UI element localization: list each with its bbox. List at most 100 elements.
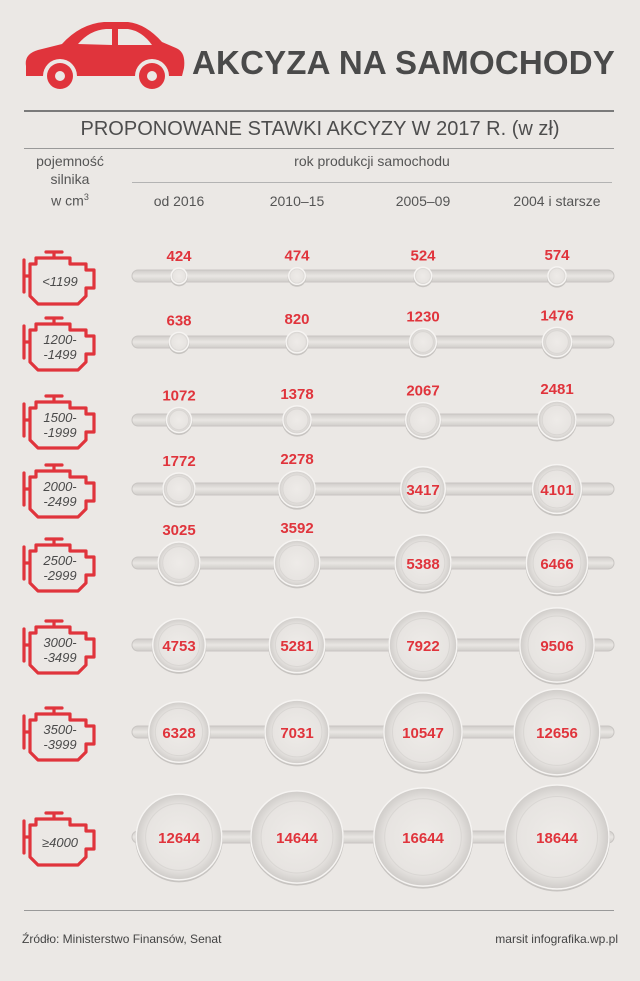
row-track: [131, 482, 615, 496]
bubble-inner-ring: [165, 475, 193, 503]
value-bubble: [287, 266, 307, 286]
bubble-inner-ring: [384, 798, 462, 876]
value-bubble: [513, 688, 601, 776]
value-bubble: [282, 405, 312, 435]
engine-range-label: <1199: [42, 274, 78, 289]
engine-range-label: 2500-: [42, 553, 77, 568]
value-bubble: [504, 784, 610, 890]
engine-outline: [22, 619, 96, 675]
engine-icon: 1200--1499: [22, 316, 96, 372]
value-label: 474: [284, 248, 310, 265]
value-label: 2481: [540, 381, 573, 398]
engine-range-label: -2999: [43, 568, 76, 583]
value-bubble: [165, 406, 193, 434]
engine-icon: ≥4000: [22, 811, 96, 867]
value-bubble: [170, 267, 188, 285]
engine-outline: [22, 706, 96, 762]
bubble-inner-ring: [405, 471, 441, 507]
bubble-inner-ring: [515, 795, 599, 879]
row-track: [131, 269, 615, 283]
engine-icon: 2500--2999: [22, 537, 96, 593]
engine-range-label: 3000-: [43, 635, 77, 650]
engine-outline: [22, 316, 96, 372]
engine-range-label: 2000-: [42, 479, 77, 494]
bubble-inner-ring: [168, 409, 190, 431]
main-title: AKCYZA NA SAMOCHODY: [192, 44, 616, 81]
column-label-0: od 2016: [153, 193, 205, 209]
bubble-inner-ring: [412, 331, 434, 353]
value-bubble: [537, 400, 577, 440]
row-track: [131, 413, 615, 427]
value-bubble: [250, 790, 344, 884]
row-track: [131, 335, 615, 349]
value-label: 12644: [158, 830, 200, 847]
engine-range-label: 1200-: [43, 332, 77, 347]
chart-subtitle: PROPONOWANE STAWKI AKCYZY W 2017 R. (w z…: [80, 118, 560, 140]
value-bubble: [168, 331, 190, 353]
value-label: 1072: [162, 388, 195, 405]
value-label: 820: [284, 311, 309, 328]
value-label: 5281: [280, 638, 313, 655]
value-bubble: [541, 326, 573, 358]
bubble-inner-ring: [408, 405, 438, 435]
engine-icon: 2000--2499: [22, 463, 96, 519]
value-label: 1476: [540, 307, 573, 324]
value-bubble: [373, 787, 473, 887]
bubble-inner-ring: [541, 404, 573, 436]
engine-outline: [22, 463, 96, 519]
value-label: 1378: [280, 386, 313, 403]
bubble-inner-ring: [391, 700, 455, 764]
row-track: [131, 725, 615, 739]
value-label: 6328: [162, 725, 195, 742]
engine-outline: [22, 811, 96, 867]
value-bubble: [135, 793, 223, 881]
value-label: 7922: [406, 638, 439, 655]
column-label-1: 2010–15: [269, 193, 325, 209]
car-icon: [25, 22, 185, 93]
value-bubble: [388, 610, 458, 680]
value-bubble: [278, 470, 316, 508]
row-header-line3: w cm3: [22, 188, 118, 210]
value-label: 2278: [280, 451, 313, 468]
bubble-inner-ring: [400, 540, 446, 586]
bubble-inner-ring: [532, 538, 582, 588]
value-bubble: [525, 531, 589, 595]
value-label: 7031: [280, 725, 313, 742]
column-header-divider: [132, 182, 612, 183]
value-label: 1772: [162, 453, 195, 470]
row-header-unit: w cm: [51, 192, 84, 209]
bubble-inner-ring: [260, 800, 334, 874]
value-bubble: [408, 327, 438, 357]
bubble-inner-ring: [523, 698, 591, 766]
bubble-inner-ring: [274, 622, 320, 668]
engine-range-label: 1500-: [43, 410, 77, 425]
engine-icon: 3500--3999: [22, 706, 96, 762]
value-label: 424: [166, 248, 192, 265]
value-label: 574: [544, 247, 570, 264]
value-label: 16644: [402, 830, 444, 847]
engine-outline: [22, 394, 96, 450]
engine-range-label: -3499: [43, 650, 76, 665]
value-label: 18644: [536, 830, 578, 847]
row-header-sup: 3: [83, 192, 89, 202]
engine-range-label: -2499: [43, 494, 76, 509]
value-bubble: [383, 692, 463, 772]
value-bubble: [268, 616, 326, 674]
bubble-inner-ring: [396, 618, 450, 672]
value-bubble: [147, 700, 211, 764]
row-header-line2: silnika: [50, 171, 90, 187]
value-bubble: [399, 465, 447, 513]
engine-outline: [22, 250, 96, 306]
bubble-inner-ring: [145, 803, 213, 871]
footer-divider: [24, 910, 614, 911]
value-label: 4753: [162, 638, 195, 655]
value-label: 10547: [402, 725, 444, 742]
engine-icon: 3000--3499: [22, 619, 96, 675]
value-bubble: [531, 463, 583, 515]
value-bubble: [413, 266, 433, 286]
bubble-inner-ring: [158, 624, 200, 666]
column-label-3: 2004 i starsze: [513, 193, 601, 209]
bubble-inner-ring: [278, 544, 316, 582]
engine-icon: 1500--1999: [22, 394, 96, 450]
